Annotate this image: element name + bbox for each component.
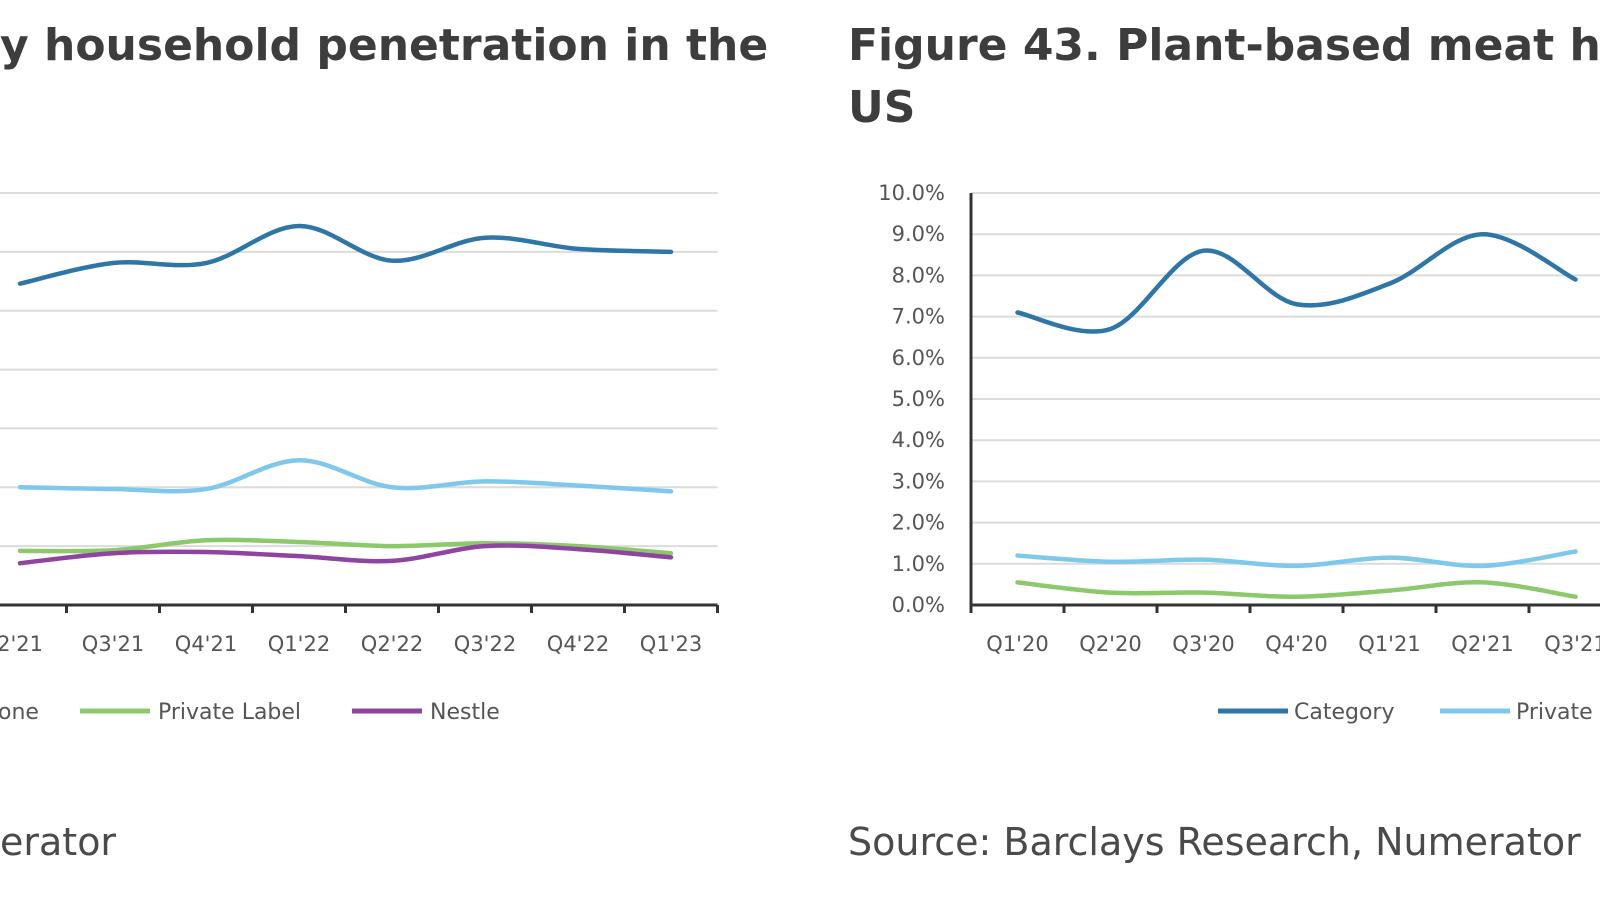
- x-tick-label: Q4'20: [1265, 632, 1327, 656]
- x-tick-label: Q4'22: [547, 632, 609, 656]
- source-note: Source: Barclays Research, Numerator: [848, 820, 1581, 864]
- x-tick-label: Q3'20: [1172, 632, 1234, 656]
- y-tick-label: 5.0%: [892, 387, 945, 411]
- legend-label: Private Label: [158, 700, 301, 725]
- y-tick-label: 6.0%: [892, 346, 945, 370]
- x-tick-label: Q1'20: [986, 632, 1048, 656]
- legend-label: Nestle: [430, 700, 500, 725]
- y-tick-label: 10.0%: [878, 181, 945, 205]
- series-line: [17, 223, 674, 286]
- y-tick-label: 0.0%: [892, 593, 945, 617]
- series-line: [17, 543, 674, 566]
- series-line: [17, 457, 674, 494]
- series-line: [1015, 231, 1578, 334]
- legend-label: Category: [1294, 700, 1395, 725]
- series-line: [1015, 580, 1578, 600]
- x-tick-label: Q2'21: [1451, 632, 1513, 656]
- legend-label: Private Label: [1516, 700, 1600, 725]
- chart-title: Figure 43. Plant-based meat hou: [848, 20, 1600, 71]
- x-tick-label: Q1'23: [640, 632, 702, 656]
- x-tick-label: Q3'21: [82, 632, 144, 656]
- y-tick-label: 1.0%: [892, 552, 945, 576]
- x-tick-label: Q1'21: [1358, 632, 1420, 656]
- x-tick-label: Q3'22: [454, 632, 516, 656]
- y-tick-label: 2.0%: [892, 511, 945, 535]
- x-tick-label: Q2'22: [361, 632, 423, 656]
- y-tick-label: 3.0%: [892, 469, 945, 493]
- y-tick-label: 9.0%: [892, 222, 945, 246]
- x-tick-label: Q4'21: [175, 632, 237, 656]
- x-tick-label: Q2'20: [1079, 632, 1141, 656]
- y-tick-label: 4.0%: [892, 428, 945, 452]
- y-tick-label: 8.0%: [892, 263, 945, 287]
- legend-label: one: [0, 700, 39, 725]
- x-tick-label: Q3'21: [1544, 632, 1600, 656]
- x-tick-label: 2'21: [0, 632, 43, 656]
- source-note: erator: [0, 820, 116, 864]
- chart-title: y household penetration in the: [0, 20, 768, 71]
- x-tick-label: Q1'22: [268, 632, 330, 656]
- chart-title: US: [848, 82, 915, 133]
- y-tick-label: 7.0%: [892, 305, 945, 329]
- series-line: [17, 537, 674, 556]
- series-line: [1015, 549, 1578, 569]
